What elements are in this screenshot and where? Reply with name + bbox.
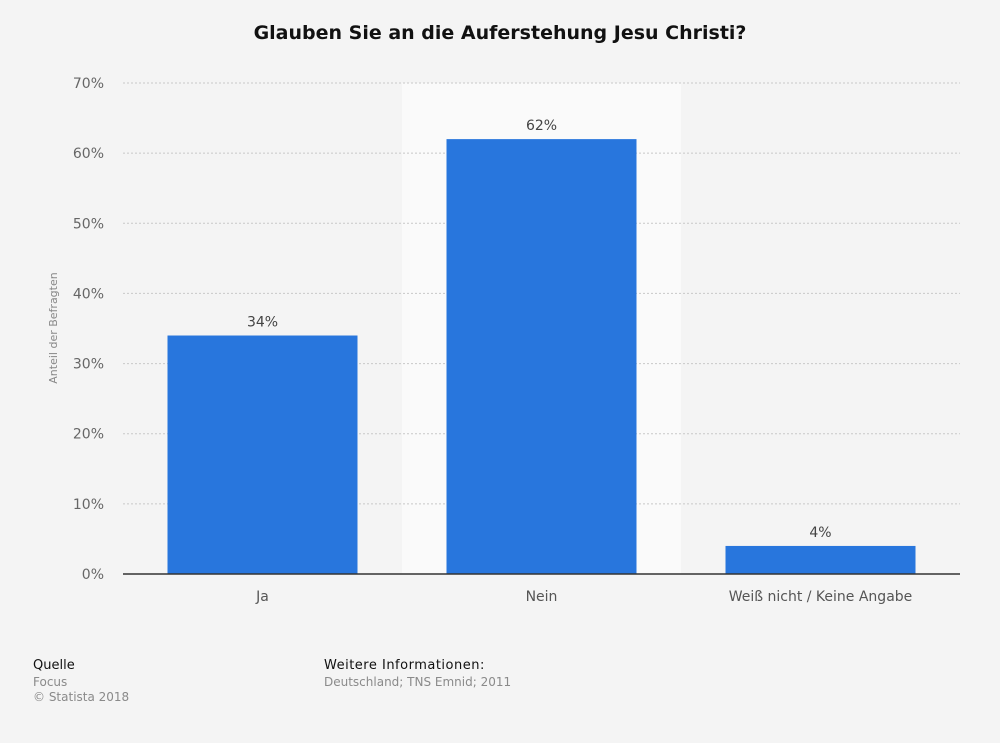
source: Focus [33, 675, 68, 689]
y-tick-label: 40% [73, 286, 104, 302]
bar [167, 335, 358, 574]
y-tick-label: 30% [73, 357, 104, 373]
y-tick-label: 70% [73, 76, 104, 92]
x-tick-label: Ja [255, 589, 269, 605]
bar [446, 139, 637, 574]
x-tick-label: Weiß nicht / Keine Angabe [729, 589, 913, 605]
y-tick-label: 20% [73, 427, 104, 443]
y-tick-label: 0% [82, 567, 104, 583]
data-label: 34% [247, 315, 278, 331]
bar-chart: 0% 10% 20% 30% 40% 50% 60% 70% Anteil der Befrag… [47, 76, 960, 605]
chart-title: Glauben Sie an die Auferstehung Jesu Chr… [253, 22, 747, 44]
x-tick-label: Nein [526, 589, 558, 605]
y-tick-label: 10% [73, 497, 104, 513]
info: Deutschland; TNS Emnid; 2011 [324, 675, 512, 689]
bar [725, 545, 916, 574]
y-axis-label: Anteil der Befragten [47, 272, 60, 383]
y-tick-label: 60% [73, 146, 104, 162]
source-label: Quelle [33, 658, 75, 673]
y-tick-label: 50% [73, 216, 104, 232]
copyright: © Statista 2018 [33, 690, 130, 704]
data-label: 4% [809, 525, 831, 541]
data-label: 62% [526, 118, 557, 134]
info-label: Weitere Informationen: [324, 658, 485, 673]
